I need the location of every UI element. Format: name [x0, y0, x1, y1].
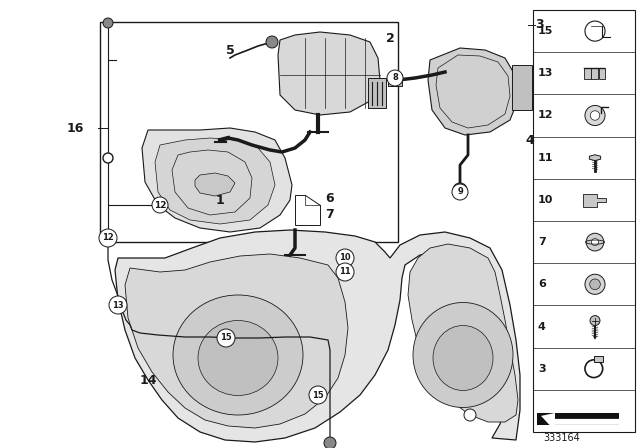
Ellipse shape	[433, 326, 493, 391]
Text: 5: 5	[226, 43, 234, 56]
Polygon shape	[278, 32, 380, 115]
Text: 1: 1	[216, 194, 225, 207]
Text: 333164: 333164	[543, 433, 580, 443]
Polygon shape	[142, 128, 292, 232]
Circle shape	[589, 279, 600, 289]
Text: 2: 2	[386, 31, 394, 44]
Circle shape	[590, 316, 600, 326]
Bar	[388, 74, 402, 86]
Circle shape	[309, 386, 327, 404]
Circle shape	[452, 184, 468, 200]
Text: 12: 12	[538, 111, 554, 121]
Text: 15: 15	[312, 391, 324, 400]
Bar	[591, 68, 598, 78]
Text: 12: 12	[154, 201, 166, 210]
Text: 11: 11	[538, 153, 554, 163]
Circle shape	[217, 329, 235, 347]
Text: 8: 8	[392, 73, 398, 82]
Circle shape	[266, 36, 278, 48]
Text: 6: 6	[538, 279, 546, 289]
Circle shape	[103, 18, 113, 28]
Circle shape	[387, 70, 403, 86]
Text: 13: 13	[538, 68, 554, 78]
Polygon shape	[115, 230, 520, 442]
Text: 10: 10	[339, 254, 351, 263]
Polygon shape	[195, 173, 235, 196]
Bar	[537, 413, 619, 425]
Text: 10: 10	[538, 195, 554, 205]
Bar	[595, 356, 603, 362]
Polygon shape	[408, 244, 518, 422]
Circle shape	[453, 183, 467, 197]
Circle shape	[152, 197, 168, 213]
Circle shape	[591, 238, 598, 246]
Bar	[100, 22, 398, 242]
Circle shape	[590, 111, 600, 120]
Circle shape	[585, 274, 605, 294]
Polygon shape	[541, 413, 619, 431]
Text: 16: 16	[67, 121, 84, 134]
Circle shape	[99, 229, 117, 247]
Circle shape	[585, 105, 605, 125]
Bar	[533, 10, 635, 432]
Circle shape	[103, 153, 113, 163]
Text: 12: 12	[102, 233, 114, 242]
Ellipse shape	[413, 302, 513, 408]
Polygon shape	[155, 138, 275, 224]
Text: 4: 4	[525, 134, 534, 146]
Ellipse shape	[198, 320, 278, 396]
Text: 11: 11	[339, 267, 351, 276]
Text: 6: 6	[326, 191, 334, 204]
Text: 13: 13	[112, 301, 124, 310]
Polygon shape	[583, 194, 605, 207]
Bar	[368, 78, 386, 108]
Text: 9: 9	[457, 188, 463, 197]
Circle shape	[109, 296, 127, 314]
Polygon shape	[295, 195, 320, 225]
Text: 14: 14	[140, 374, 157, 387]
Bar	[512, 65, 532, 110]
Bar	[584, 68, 591, 78]
Circle shape	[464, 409, 476, 421]
Text: 15: 15	[220, 333, 232, 343]
Text: 7: 7	[326, 208, 334, 221]
Bar	[598, 68, 605, 78]
Text: 4: 4	[538, 322, 546, 332]
Polygon shape	[428, 48, 518, 135]
Text: 3: 3	[538, 364, 546, 374]
Polygon shape	[125, 254, 348, 428]
Circle shape	[324, 437, 336, 448]
Text: 3: 3	[536, 18, 544, 31]
Polygon shape	[589, 155, 600, 161]
Circle shape	[336, 263, 354, 281]
Circle shape	[336, 249, 354, 267]
Text: 15: 15	[538, 26, 554, 36]
Ellipse shape	[173, 295, 303, 415]
Text: 7: 7	[538, 237, 546, 247]
Circle shape	[586, 233, 604, 251]
